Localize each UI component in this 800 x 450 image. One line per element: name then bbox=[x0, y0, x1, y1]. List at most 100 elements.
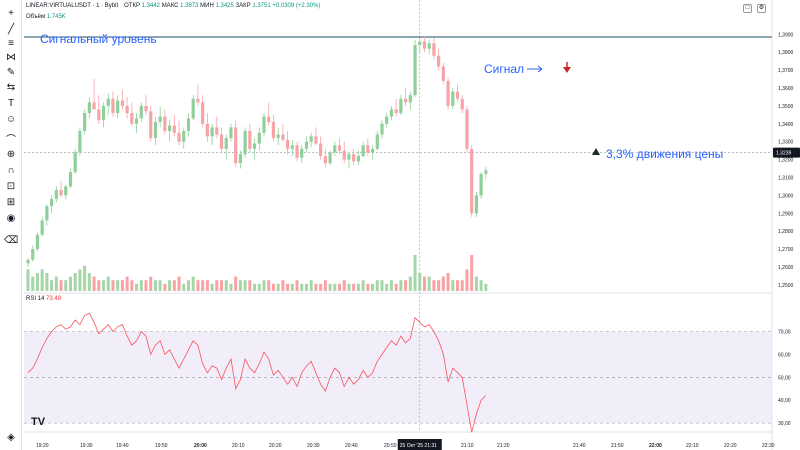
eye-icon[interactable]: ◉ bbox=[6, 212, 16, 224]
ruler-icon[interactable]: ⌒ bbox=[6, 134, 16, 146]
candle-body bbox=[73, 152, 77, 173]
zoom-icon[interactable]: ⊕ bbox=[6, 148, 16, 160]
volume-bar bbox=[465, 269, 469, 291]
open-label: ОТКР bbox=[124, 3, 140, 9]
candle-body bbox=[92, 102, 96, 110]
maximize-pane-button[interactable]: □ bbox=[743, 4, 752, 13]
time-tick-label: 21:20 bbox=[497, 443, 510, 449]
signal-annotation: Сигнал bbox=[484, 62, 524, 76]
volume-bar bbox=[168, 280, 172, 291]
time-tick-label: 20:50 bbox=[384, 443, 397, 449]
volume-bar bbox=[163, 283, 167, 291]
candle-body bbox=[26, 259, 30, 264]
time-tick-label: 20:10 bbox=[232, 443, 245, 449]
volume-value: 1.745K bbox=[46, 14, 66, 20]
volume-bar bbox=[45, 273, 49, 291]
volume-bar bbox=[87, 273, 91, 291]
magnet-icon[interactable]: ∩ bbox=[7, 164, 15, 176]
candle-body bbox=[163, 116, 167, 131]
candle-body bbox=[144, 105, 148, 112]
candle-body bbox=[309, 136, 313, 142]
volume-legend[interactable]: Объём 1.745K bbox=[26, 14, 66, 20]
candle-body bbox=[31, 249, 35, 260]
trend-line-icon[interactable]: ╱ bbox=[7, 23, 15, 35]
volume-bar bbox=[286, 283, 290, 291]
trash-icon[interactable]: ⌫ bbox=[3, 234, 19, 246]
time-tick-label: 20:00 bbox=[194, 443, 207, 449]
price-tick-label: 1,3400 bbox=[778, 122, 794, 128]
time-tick-label: 22:20 bbox=[724, 443, 737, 449]
symbol-title[interactable]: LINEAR:VIRTUALUSDT · 1 · Bybit bbox=[26, 3, 119, 9]
time-tick-label: 20:20 bbox=[269, 443, 282, 449]
pitchfork-icon[interactable]: ⋈ bbox=[6, 51, 16, 63]
volume-bar bbox=[389, 280, 393, 291]
volume-bar bbox=[125, 276, 129, 291]
candle-body bbox=[455, 91, 460, 99]
volume-bar bbox=[427, 276, 431, 291]
candle-body bbox=[375, 134, 379, 149]
volume-bar bbox=[446, 273, 450, 291]
signal-level-annotation: Сигнальный уровень bbox=[40, 32, 157, 46]
candle-body bbox=[78, 130, 82, 153]
lock-drawings-icon[interactable]: ⊡ bbox=[6, 180, 16, 192]
fib-icon[interactable]: ⇆ bbox=[6, 81, 16, 93]
volume-bar bbox=[220, 280, 224, 291]
candle-body bbox=[64, 186, 68, 196]
candle-body bbox=[460, 98, 464, 110]
rsi-tick-label: 30,00 bbox=[778, 421, 791, 427]
volume-label: Объём bbox=[26, 14, 46, 20]
price-tick-label: 1,2500 bbox=[778, 283, 794, 289]
sell-marker-icon bbox=[563, 67, 571, 73]
candle-body bbox=[219, 134, 224, 149]
candle-body bbox=[271, 122, 276, 139]
volume-bar bbox=[441, 276, 445, 291]
volume-bar bbox=[418, 273, 422, 291]
candle-body bbox=[385, 116, 389, 124]
horizontal-lines-icon[interactable]: ≡ bbox=[8, 37, 14, 49]
volume-bar bbox=[135, 283, 139, 291]
volume-bar bbox=[347, 283, 351, 291]
candle-body bbox=[337, 145, 342, 151]
volume-bar bbox=[432, 280, 436, 291]
time-tick-label: 19:20 bbox=[36, 443, 49, 449]
candle-body bbox=[229, 127, 233, 139]
candle-body bbox=[149, 111, 153, 139]
volume-bar bbox=[394, 283, 398, 291]
volume-bar bbox=[380, 280, 384, 291]
volume-bar bbox=[224, 280, 228, 291]
volume-bar bbox=[120, 280, 124, 291]
brush-icon[interactable]: ✎ bbox=[6, 66, 16, 78]
text-icon[interactable]: T bbox=[7, 97, 15, 109]
volume-bar bbox=[314, 283, 318, 291]
candle-body bbox=[139, 105, 143, 119]
volume-bar bbox=[375, 280, 379, 291]
volume-bar bbox=[356, 283, 360, 291]
candle-body bbox=[125, 105, 129, 114]
price-tick-label: 1,3800 bbox=[778, 50, 794, 56]
candle-body bbox=[168, 125, 172, 131]
emoji-icon[interactable]: ☺ bbox=[5, 113, 17, 125]
candle-body bbox=[413, 45, 417, 96]
lock-icon[interactable]: ⊞ bbox=[6, 196, 16, 208]
crosshair-icon[interactable]: + bbox=[8, 7, 14, 19]
volume-bar bbox=[186, 280, 190, 291]
candle-body bbox=[201, 102, 205, 124]
rsi-tick-label: 50,00 bbox=[778, 375, 791, 381]
candle-body bbox=[267, 116, 271, 122]
volume-bar bbox=[201, 280, 205, 291]
price-tick-label: 1,2700 bbox=[778, 247, 794, 253]
volume-bar bbox=[248, 280, 252, 291]
layers-icon[interactable]: ◈ bbox=[7, 431, 15, 443]
volume-bar bbox=[191, 276, 195, 291]
candle-body bbox=[446, 80, 450, 106]
candle-body bbox=[352, 154, 356, 162]
rsi-legend[interactable]: RSI 14 73.48 bbox=[26, 296, 61, 302]
open-value: 1.3442 bbox=[141, 3, 161, 9]
pane-settings-button[interactable]: ⚙ bbox=[757, 4, 766, 13]
candle-body bbox=[248, 130, 252, 149]
candle-body bbox=[319, 143, 323, 156]
price-tick-label: 1,3500 bbox=[778, 104, 794, 110]
candle-body bbox=[474, 195, 478, 214]
volume-bar bbox=[385, 283, 389, 291]
